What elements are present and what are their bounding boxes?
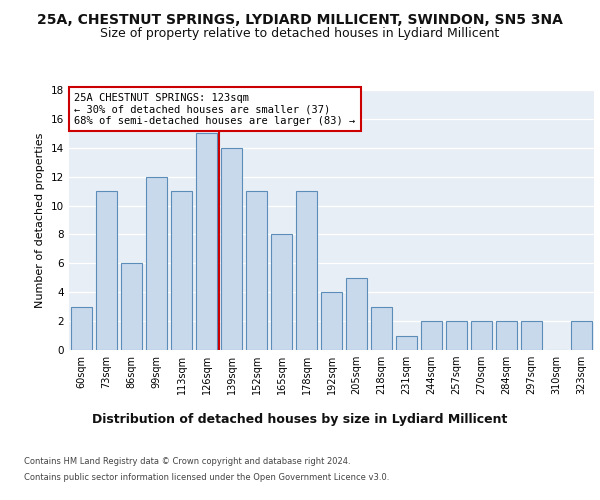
Text: 25A CHESTNUT SPRINGS: 123sqm
← 30% of detached houses are smaller (37)
68% of se: 25A CHESTNUT SPRINGS: 123sqm ← 30% of de… bbox=[74, 92, 355, 126]
Bar bbox=[196, 134, 217, 350]
Bar bbox=[446, 321, 467, 350]
Text: Distribution of detached houses by size in Lydiard Millicent: Distribution of detached houses by size … bbox=[92, 412, 508, 426]
Bar bbox=[221, 148, 242, 350]
Bar bbox=[171, 191, 192, 350]
Bar bbox=[471, 321, 492, 350]
Bar bbox=[371, 306, 392, 350]
Bar bbox=[496, 321, 517, 350]
Bar bbox=[521, 321, 542, 350]
Bar bbox=[421, 321, 442, 350]
Bar bbox=[96, 191, 117, 350]
Bar bbox=[396, 336, 417, 350]
Bar bbox=[571, 321, 592, 350]
Text: Contains public sector information licensed under the Open Government Licence v3: Contains public sector information licen… bbox=[24, 472, 389, 482]
Text: Contains HM Land Registry data © Crown copyright and database right 2024.: Contains HM Land Registry data © Crown c… bbox=[24, 458, 350, 466]
Bar bbox=[321, 292, 342, 350]
Bar bbox=[71, 306, 92, 350]
Bar bbox=[296, 191, 317, 350]
Bar bbox=[146, 176, 167, 350]
Bar bbox=[246, 191, 267, 350]
Text: 25A, CHESTNUT SPRINGS, LYDIARD MILLICENT, SWINDON, SN5 3NA: 25A, CHESTNUT SPRINGS, LYDIARD MILLICENT… bbox=[37, 12, 563, 26]
Bar bbox=[346, 278, 367, 350]
Bar bbox=[121, 264, 142, 350]
Y-axis label: Number of detached properties: Number of detached properties bbox=[35, 132, 46, 308]
Text: Size of property relative to detached houses in Lydiard Millicent: Size of property relative to detached ho… bbox=[100, 28, 500, 40]
Bar bbox=[271, 234, 292, 350]
